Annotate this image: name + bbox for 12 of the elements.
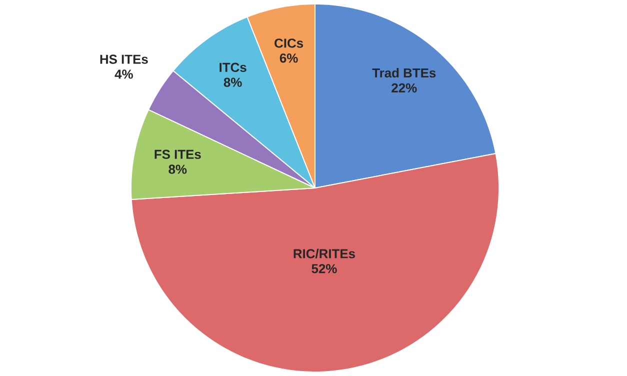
data-label: 8% [168,164,187,174]
data-label: 8% [224,78,242,87]
slice-label: CICs [274,38,304,48]
slice-label: ITCs [220,62,246,72]
data-label: 22% [392,83,417,92]
slice-label: FS ITEs [154,150,201,159]
slice-label: RIC/RITEs [294,248,355,258]
slice-label: HS ITEs [100,54,148,64]
data-label: 6% [280,54,298,63]
slice-label: Trad BTEs [372,68,436,78]
data-label: 4% [114,70,133,79]
data-label: 52% [312,264,337,274]
